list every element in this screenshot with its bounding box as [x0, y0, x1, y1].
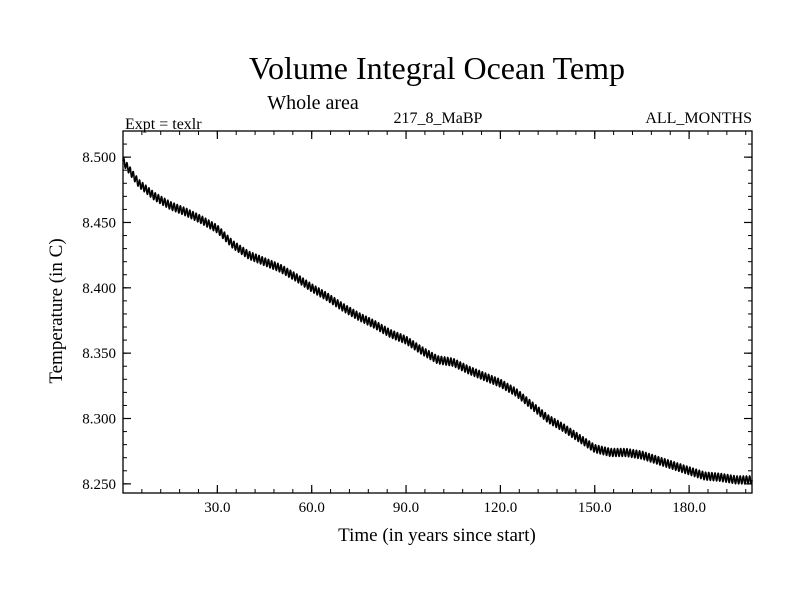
y-tick-label: 8.450 — [82, 215, 116, 231]
months-label: ALL_MONTHS — [645, 110, 752, 127]
y-tick-label: 8.400 — [82, 281, 116, 297]
x-tick-label: 90.0 — [393, 500, 419, 516]
y-tick-label: 8.500 — [82, 150, 116, 166]
x-axis-label: Time (in years since start) — [338, 525, 536, 546]
plot-area — [122, 130, 753, 494]
y-tick-label: 8.350 — [82, 346, 116, 362]
x-tick-label: 30.0 — [204, 500, 230, 516]
x-tick-label: 150.0 — [578, 500, 612, 516]
series-layer — [122, 157, 753, 485]
run-label: 217_8_MaBP — [394, 110, 483, 127]
y-tick-label: 8.250 — [82, 477, 116, 493]
y-axis-label: Temperature (in C) — [46, 238, 67, 383]
axis-ticks — [123, 131, 752, 493]
x-tick-label: 120.0 — [484, 500, 518, 516]
axis-tick-labels: 30.0 60.0 90.0 120.0 150.0 180.0 8.250 8.300 8.3… — [82, 150, 706, 516]
series-line — [122, 157, 753, 485]
chart-title: Volume Integral Ocean Temp — [249, 50, 625, 86]
y-tick-label: 8.300 — [82, 412, 116, 428]
experiment-label: Expt = texlr — [125, 116, 202, 133]
x-tick-label: 180.0 — [672, 500, 706, 516]
chart-subtitle: Whole area — [267, 92, 359, 114]
x-tick-label: 60.0 — [299, 500, 325, 516]
